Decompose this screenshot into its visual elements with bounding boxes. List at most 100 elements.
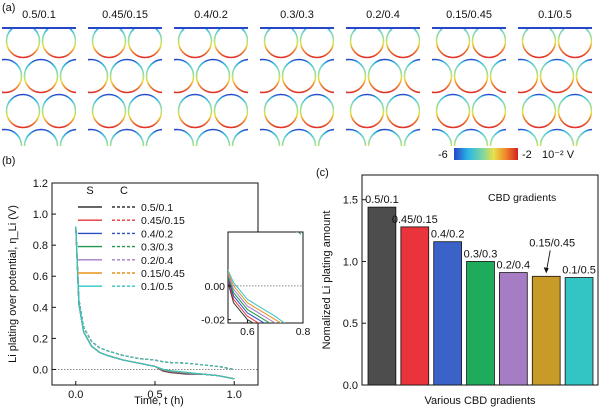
x-axis-label: Various CBD gradients: [424, 395, 536, 407]
particle-circle: [41, 28, 76, 59]
legend-label: 0.4/0.2: [141, 228, 173, 240]
subpanel-circles: [432, 28, 506, 146]
inset-line-dashed: [296, 232, 303, 236]
particle-circle: [145, 128, 162, 146]
panel-a-structures: 0.5/0.1 0.45/0.15 0.4/0.2 0.3/0.3 0.2/0.4 0.1…: [2, 9, 592, 146]
particle-circle: [109, 128, 145, 146]
particle-circle: [575, 58, 592, 94]
legend-label: 0.15/0.45: [141, 268, 185, 280]
particle-circle: [489, 58, 506, 94]
particle-circle: [5, 28, 41, 59]
bar-value-label: 0.1/0.5: [562, 265, 596, 277]
subpanel-circles: [518, 28, 592, 146]
inset-y-tick-label: -0.02: [201, 315, 225, 327]
particle-circle: [518, 58, 539, 94]
inset-y-tick-label: 0.00: [205, 281, 226, 293]
particle-circle: [109, 58, 145, 94]
particle-circle: [59, 128, 76, 146]
particle-circle: [385, 28, 420, 59]
particle-circle: [260, 58, 281, 94]
particle-circle: [557, 93, 592, 129]
particle-circle: [349, 28, 385, 59]
inset-line-dashed: [296, 232, 303, 236]
particle-circle: [346, 58, 367, 94]
x-axis-label: Time, t (h): [134, 395, 184, 407]
particle-circle: [2, 58, 23, 94]
particle-circle: [88, 128, 109, 146]
inset-line-dashed: [296, 232, 303, 236]
particle-circle: [471, 28, 506, 59]
legend-label: 0.5/0.1: [141, 202, 173, 214]
particle-circle: [299, 28, 334, 59]
subpanel-label: 0.2/0.4: [366, 9, 400, 21]
x-tick-label: 1.0: [227, 389, 242, 401]
subpanel-label: 0.3/0.3: [280, 9, 314, 21]
particle-circle: [231, 128, 248, 146]
particle-circle: [195, 58, 231, 94]
bar: [466, 261, 495, 386]
y-tick-label: 1.5: [343, 195, 358, 207]
y-tick-label: 0.8: [33, 240, 48, 252]
subpanel-label: 0.45/0.15: [102, 9, 148, 21]
particle-circle: [403, 128, 420, 146]
particle-circle: [317, 128, 334, 146]
particle-circle: [23, 58, 59, 94]
legend-header-dashed: C: [120, 185, 128, 197]
y-tick-label: 1.0: [33, 209, 48, 221]
y-axis-label: Nomalized Li plating amount: [321, 211, 333, 350]
inset-line-dashed: [296, 232, 303, 236]
colorbar-unit: 10⁻² V: [542, 149, 575, 161]
particle-circle: [281, 128, 317, 146]
particle-circle: [23, 128, 59, 146]
particle-circle: [174, 58, 195, 94]
subpanel-circles: [260, 28, 334, 146]
inset-line-dashed: [296, 232, 303, 236]
legend-label: 0.3/0.3: [141, 242, 173, 254]
series-line-dashed: [75, 226, 235, 371]
panel-c-bar-chart: 0.0 0.5 1.0 1.5 Nomalized Li plating amount V…: [321, 174, 599, 407]
panel-c-label: (c): [316, 167, 329, 179]
particle-circle: [349, 93, 385, 129]
bar: [367, 206, 397, 386]
colorbar: [454, 148, 518, 160]
subpanel-circles: [174, 28, 248, 146]
y-tick-label: 0.2: [33, 333, 48, 345]
bar-value-label: 0.2/0.4: [497, 260, 531, 272]
particle-circle: [453, 128, 489, 146]
subpanel-label: 0.15/0.45: [446, 9, 492, 21]
legend-header-solid: S: [86, 185, 93, 197]
subpanel-label: 0.5/0.1: [22, 9, 56, 21]
particle-circle: [127, 93, 162, 129]
chart-annotation: CBD gradients: [488, 192, 556, 204]
particle-circle: [453, 58, 489, 94]
particle-circle: [521, 93, 557, 129]
y-tick-label: 0.0: [343, 380, 358, 392]
particle-circle: [5, 93, 41, 129]
subpanel-circles: [88, 28, 162, 146]
subpanel-circles: [346, 28, 420, 146]
particle-circle: [367, 128, 403, 146]
particle-circle: [518, 128, 539, 146]
bar: [531, 275, 561, 386]
particle-circle: [195, 128, 231, 146]
particle-circle: [263, 93, 299, 129]
subpanel-circles: [2, 28, 76, 146]
particle-circle: [575, 128, 592, 146]
particle-circle: [403, 58, 420, 94]
y-tick-label: 0.6: [33, 271, 48, 283]
particle-circle: [432, 58, 453, 94]
particle-circle: [59, 58, 76, 94]
inset-series: [228, 232, 303, 323]
particle-circle: [213, 93, 248, 129]
particle-circle: [317, 58, 334, 94]
bar: [400, 226, 430, 386]
particle-circle: [385, 93, 420, 129]
y-tick-label: 0.0: [33, 364, 48, 376]
bar: [564, 277, 594, 386]
particle-circle: [557, 28, 592, 59]
particle-circle: [91, 93, 127, 129]
series-line-solid: [75, 226, 235, 380]
subpanel-label: 0.1/0.5: [538, 9, 572, 21]
particle-circle: [299, 93, 334, 129]
